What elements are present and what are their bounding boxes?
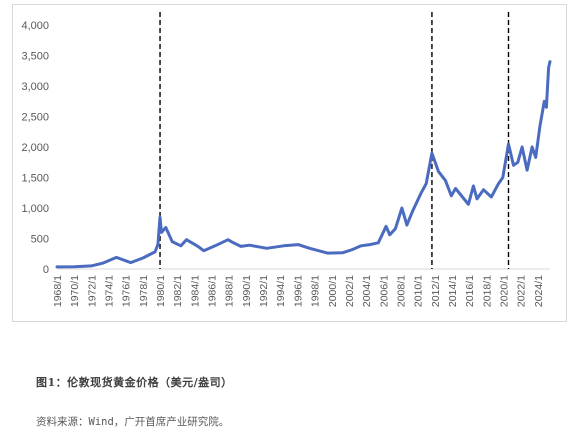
x-tick-label: 2022/1 bbox=[516, 275, 528, 307]
figure-caption: 图1：伦敦现货黄金价格（美元/盎司） bbox=[36, 376, 233, 389]
x-tick-label: 2012/1 bbox=[430, 275, 442, 307]
x-tick-label: 2016/1 bbox=[464, 275, 476, 307]
y-tick-label: 500 bbox=[31, 234, 49, 246]
y-tick-label: 3,000 bbox=[21, 81, 49, 93]
y-tick-label: 2,500 bbox=[21, 112, 49, 124]
x-tick-label: 1990/1 bbox=[241, 275, 253, 307]
x-tick-label: 1978/1 bbox=[138, 275, 150, 307]
x-tick-label: 2002/1 bbox=[344, 275, 356, 307]
x-tick-label: 1988/1 bbox=[224, 275, 236, 307]
y-tick-label: 4,000 bbox=[21, 20, 49, 32]
series-layer bbox=[55, 60, 552, 269]
x-tick-label: 2008/1 bbox=[395, 275, 407, 307]
x-tick-label: 2018/1 bbox=[481, 275, 493, 307]
x-tick-label: 1982/1 bbox=[172, 275, 184, 307]
y-tick-label: 0 bbox=[43, 264, 49, 276]
x-tick-label: 1994/1 bbox=[275, 275, 287, 307]
x-tick-label: 2024/1 bbox=[533, 275, 545, 307]
data-source-note: 资料来源：Wind，广开首席产业研究院。 bbox=[36, 416, 230, 428]
x-tick-labels: 1968/1 1970/1 1972/1 1974/1 1976/1 1978/1 1980… bbox=[52, 275, 545, 307]
x-tick-label: 2000/1 bbox=[327, 275, 339, 307]
gold-price-line bbox=[55, 60, 552, 269]
x-tick-label: 1976/1 bbox=[121, 275, 133, 307]
x-tick-label: 1996/1 bbox=[292, 275, 304, 307]
y-tick-label: 3,500 bbox=[21, 51, 49, 63]
y-tick-label: 1,500 bbox=[21, 173, 49, 185]
y-tick-labels: 0 500 1,000 1,500 2,000 2,500 3,000 3,500 4,000 bbox=[21, 20, 49, 276]
x-tick-label: 2014/1 bbox=[447, 275, 459, 307]
x-tick-label: 1986/1 bbox=[207, 275, 219, 307]
x-tick-label: 1992/1 bbox=[258, 275, 270, 307]
x-tick-label: 1972/1 bbox=[86, 275, 98, 307]
x-tick-label: 1998/1 bbox=[310, 275, 322, 307]
x-tick-label: 1974/1 bbox=[104, 275, 116, 307]
x-tick-label: 2006/1 bbox=[378, 275, 390, 307]
x-tick-label: 2004/1 bbox=[361, 275, 373, 307]
x-tick-label: 1980/1 bbox=[155, 275, 167, 307]
x-tick-label: 2010/1 bbox=[413, 275, 425, 307]
x-tick-label: 1968/1 bbox=[52, 275, 64, 307]
y-tick-label: 1,000 bbox=[21, 203, 49, 215]
x-tick-label: 1970/1 bbox=[69, 275, 81, 307]
x-tick-label: 1984/1 bbox=[189, 275, 201, 307]
y-tick-label: 2,000 bbox=[21, 142, 49, 154]
vertical-markers bbox=[159, 12, 510, 269]
x-tick-label: 2020/1 bbox=[498, 275, 510, 307]
